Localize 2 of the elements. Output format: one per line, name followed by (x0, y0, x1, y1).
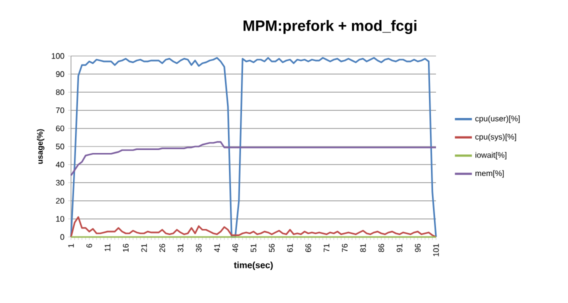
chart-title: MPM:prefork + mod_fcgi (244, 20, 416, 34)
x-axis-title: time(sec) (234, 262, 273, 270)
